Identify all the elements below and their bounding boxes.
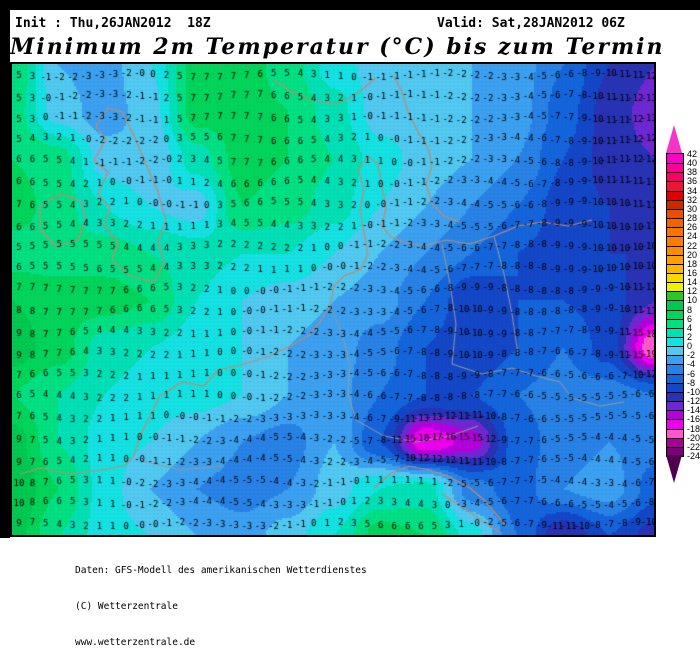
legend-block: [667, 383, 683, 392]
map-title: Minimum 2m Temperatur (°C) bis zum Termi…: [10, 34, 665, 60]
legend-block: [667, 429, 683, 438]
legend-tick-label: -20: [687, 432, 700, 443]
legend-tick-label: 42: [687, 149, 698, 159]
legend-tick-label: 18: [687, 258, 698, 269]
legend-tick-label: -18: [687, 423, 700, 434]
valid-datetime: Valid: Sat,28JAN2012 06Z: [437, 16, 625, 31]
temperature-field-canvas: [12, 64, 654, 535]
legend-block: [667, 374, 683, 383]
legend-block: [667, 300, 683, 310]
legend-block: [667, 291, 683, 300]
legend-block: [667, 273, 683, 282]
legend-tick-label: 0: [687, 341, 693, 352]
legend-block: [667, 328, 683, 337]
legend-block: [667, 337, 683, 346]
copyright-line: (C) Wetterzentrale: [75, 601, 178, 612]
legend-block: [667, 355, 683, 364]
legend-block: [667, 191, 683, 200]
legend-block: [667, 227, 683, 236]
legend-tick-label: 24: [687, 231, 698, 242]
legend-block: [667, 255, 683, 264]
legend-block: [667, 172, 683, 181]
legend-tick-label: 4: [687, 322, 693, 333]
legend-tick-label: -16: [687, 414, 700, 425]
legend-block: [667, 264, 683, 273]
legend-block: [667, 246, 683, 255]
legend-color-bar: [666, 153, 684, 457]
legend-tick-label: -22: [687, 441, 700, 452]
legend-tick-label: 34: [687, 185, 698, 196]
legend-tick-label: 6: [687, 313, 693, 324]
legend-below-min-triangle: [666, 455, 682, 483]
legend-tick-label: 10: [687, 295, 698, 306]
legend-tick-label: 16: [687, 267, 698, 278]
legend-block: [667, 346, 683, 355]
legend-block: [667, 401, 683, 410]
legend-tick-label: 26: [687, 222, 698, 233]
legend-tick-label: 40: [687, 158, 698, 169]
legend-tick-label: -12: [687, 396, 700, 407]
website-line: www.wetterzentrale.de: [75, 637, 196, 648]
legend-tick-label: 36: [687, 176, 698, 187]
legend-tick-label: 12: [687, 286, 698, 297]
legend-block: [667, 236, 683, 246]
legend-tick-label: -6: [687, 368, 696, 379]
legend-tick-label: 38: [687, 167, 698, 178]
legend-block: [667, 438, 683, 447]
legend-tick-label: 22: [687, 240, 698, 251]
legend-tick-label: 14: [687, 277, 698, 288]
legend-tick-label: -2: [687, 350, 696, 361]
legend-tick-label: 30: [687, 203, 698, 214]
legend-above-max-triangle: [666, 125, 682, 153]
legend-block: [667, 364, 683, 374]
legend-block: [667, 410, 683, 419]
legend-block: [667, 209, 683, 218]
legend-block: [667, 447, 683, 456]
legend-tick-label: -24: [687, 451, 700, 461]
legend-block: [667, 282, 683, 291]
color-scale-legend: 42 40 38 36 34 32 30 28 26 24 22 20 18 16 14 12 10 8 6 4 2 0-…: [666, 125, 700, 485]
legend-block: [667, 154, 683, 163]
legend-tick-label: 32: [687, 194, 698, 205]
legend-tick-label: 8: [687, 304, 693, 315]
init-datetime: Init : Thu,26JAN2012 18Z: [15, 16, 211, 31]
legend-block: [667, 419, 683, 429]
legend-tick-label: 28: [687, 213, 698, 224]
legend-block: [667, 319, 683, 328]
legend-tick-label: -8: [687, 377, 696, 388]
top-border-bar: [0, 0, 700, 10]
legend-tick-label: -4: [687, 359, 696, 370]
legend-block: [667, 218, 683, 227]
left-border-bar: [0, 0, 10, 538]
legend-tick-label: -14: [687, 405, 700, 416]
legend-tick-label: 20: [687, 249, 698, 260]
legend-block: [667, 200, 683, 209]
legend-tick-label: 2: [687, 332, 693, 343]
legend-block: [667, 181, 683, 191]
temperature-map: [10, 62, 656, 537]
legend-block: [667, 310, 683, 319]
data-source-line: Daten: GFS-Modell des amerikanischen Wet…: [75, 565, 367, 576]
legend-tick-label: -10: [687, 386, 700, 397]
legend-block: [667, 163, 683, 172]
map-footer: Daten: GFS-Modell des amerikanischen Wet…: [75, 541, 367, 661]
legend-block: [667, 392, 683, 401]
